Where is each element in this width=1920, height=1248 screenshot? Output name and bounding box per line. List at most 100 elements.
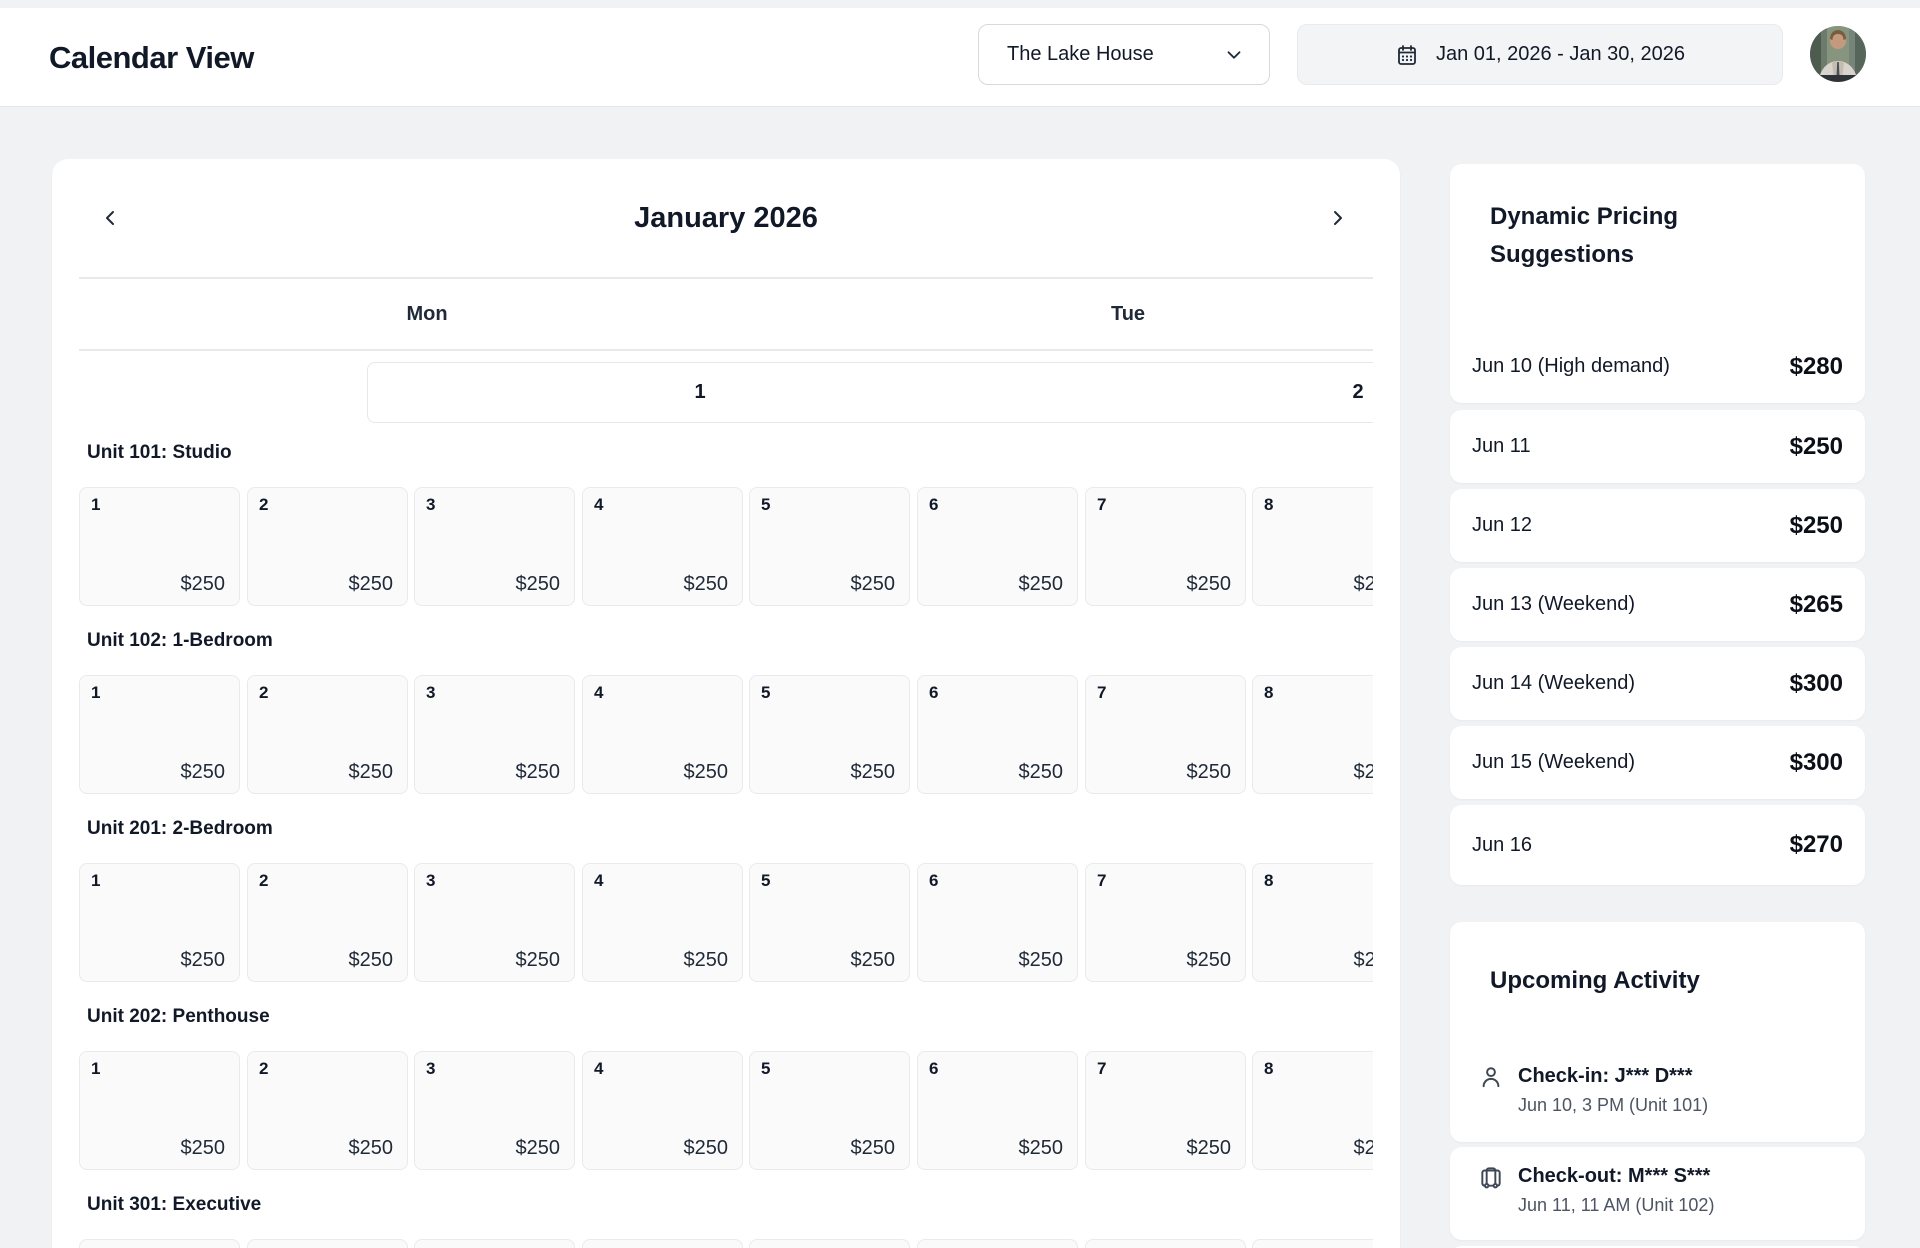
day-cell[interactable]: 2$250 — [247, 675, 408, 794]
day-cell[interactable]: 6$250 — [917, 675, 1078, 794]
day-cell-price: $250 — [515, 949, 561, 971]
pricing-panel-row-segment: Jun 15 (Weekend) $300 — [1450, 726, 1865, 799]
day-cell-price: $250 — [683, 1137, 729, 1159]
pricing-row-price: $280 — [1789, 352, 1843, 380]
pricing-row: Jun 15 (Weekend) $300 — [1450, 726, 1865, 799]
day-cell-number: 1 — [91, 871, 101, 890]
luggage-icon — [1478, 1164, 1504, 1190]
day-cell[interactable]: 1$250 — [79, 675, 240, 794]
day-cell-price: $250 — [683, 573, 729, 595]
day-cell[interactable]: 3$250 — [414, 863, 575, 982]
day-cell[interactable]: 3$250 — [414, 675, 575, 794]
day-cell-number: 4 — [594, 683, 604, 702]
pricing-row-label: Jun 11 — [1472, 435, 1531, 457]
day-cell[interactable]: 5$250 — [749, 1051, 910, 1170]
day-cell-price: $250 — [1018, 573, 1064, 595]
day-cell[interactable]: 6$250 — [917, 1239, 1078, 1248]
day-cell[interactable]: 7$250 — [1085, 1051, 1246, 1170]
calendar-month-bar: January 2026 — [79, 159, 1373, 277]
top-strip — [0, 0, 1920, 8]
day-cell[interactable]: 5$250 — [749, 487, 910, 606]
property-selector[interactable]: The Lake House — [978, 24, 1270, 85]
day-cell-price: $250 — [180, 949, 226, 971]
day-cell-number: 3 — [426, 495, 436, 514]
day-cell[interactable]: 4$250 — [582, 1239, 743, 1248]
day-cell[interactable]: 2$250 — [247, 1239, 408, 1248]
day-cell[interactable]: 7$250 — [1085, 675, 1246, 794]
day-cell-number: 8 — [1264, 683, 1274, 702]
pricing-row-label: Jun 16 — [1472, 833, 1533, 856]
day-cell[interactable]: 5 $250 — [749, 863, 910, 982]
day-cell-number: 7 — [1097, 1059, 1107, 1078]
day-cell-price: $250 — [348, 1137, 394, 1159]
day-cell[interactable]: 6$250 — [917, 1051, 1078, 1170]
activity-panel-item-segment — [1450, 1246, 1865, 1248]
day-cell-price: $250 — [180, 573, 226, 595]
unit-cells-row: 1 $250 2 $250 3 $250 4 $250 5 $250 6 $250 7 $250 8 $250 — [79, 1051, 1373, 1170]
prev-month-button[interactable] — [92, 200, 128, 236]
pricing-panel-row-segment: Jun 16 $270 — [1450, 805, 1865, 885]
unit-section: Unit 202: Penthouse 1 $250 2 $250 3 $250 4 $250 5… — [79, 1004, 1373, 1170]
pricing-row: Jun 11 $250 — [1450, 410, 1865, 483]
day-cell-price: $250 — [515, 761, 561, 783]
overflow-date-number: 1 — [694, 381, 706, 403]
day-cell[interactable]: 8$250 — [1252, 1051, 1373, 1170]
day-cell[interactable]: 1 $250 — [79, 863, 240, 982]
day-cell-number: 5 — [761, 683, 771, 702]
day-cell[interactable]: 2$250 — [247, 1051, 408, 1170]
activity-item-subtitle: Jun 10, 3 PM (Unit 101) — [1518, 1095, 1709, 1115]
avatar[interactable] — [1810, 26, 1866, 82]
day-cell-price: $250 — [850, 573, 896, 595]
unit-label: Unit 201: 2-Bedroom — [87, 818, 273, 839]
day-cell[interactable]: 8$250 — [1252, 1239, 1373, 1248]
day-cell-price: $250 — [850, 761, 896, 783]
day-cell-number: 4 — [594, 871, 604, 890]
day-cell[interactable]: 3 $250 — [414, 487, 575, 606]
day-cell[interactable]: 4$250 — [582, 675, 743, 794]
day-cell[interactable]: 8$250 — [1252, 675, 1373, 794]
day-cell[interactable]: 3$250 — [414, 1239, 575, 1248]
day-cell-price: $250 — [1018, 949, 1064, 971]
day-cell[interactable]: 4 $250 — [582, 1051, 743, 1170]
day-cell[interactable]: 2$250 — [247, 487, 408, 606]
chevron-left-icon — [106, 211, 114, 225]
day-cell[interactable]: 5$250 — [749, 1239, 910, 1248]
day-cell[interactable]: 5 $250 — [749, 675, 910, 794]
day-cell[interactable]: 8$250 — [1252, 863, 1373, 982]
day-cell-price: $250 — [515, 573, 561, 595]
next-month-button[interactable] — [1320, 200, 1356, 236]
date-range-picker[interactable]: Jan 01, 2026 - Jan 30, 2026 — [1297, 24, 1783, 85]
pricing-panel-row-segment: Jun 14 (Weekend) $300 — [1450, 647, 1865, 720]
day-cell[interactable]: 1$250 — [79, 1051, 240, 1170]
day-cell-price: $250 — [850, 949, 896, 971]
day-cell-price: $250 — [1186, 761, 1232, 783]
day-cell-price: $250 — [348, 573, 394, 595]
unit-label: Unit 102: 1-Bedroom — [87, 630, 273, 651]
pricing-row-price: $265 — [1789, 590, 1843, 618]
pricing-panel-header: Dynamic Pricing Suggestions Jun 10 (High … — [1450, 164, 1865, 403]
day-cell[interactable]: 3$250 — [414, 1051, 575, 1170]
day-cell[interactable]: 2$250 — [247, 863, 408, 982]
day-cell[interactable]: 6$250 — [917, 487, 1078, 606]
day-cell[interactable]: 7$250 — [1085, 863, 1246, 982]
day-cell[interactable]: 4$250 — [582, 487, 743, 606]
day-cell[interactable]: 1$250 — [79, 487, 240, 606]
pricing-panel-row-segment: Jun 12 $250 — [1450, 489, 1865, 562]
divider — [79, 349, 1373, 351]
day-cell[interactable]: 8$250 — [1252, 487, 1373, 606]
day-cell[interactable]: 4$250 — [582, 863, 743, 982]
day-cell-number: 5 — [761, 1059, 771, 1078]
day-cell[interactable]: 7$250 — [1085, 1239, 1246, 1248]
day-cell-number: 6 — [929, 683, 939, 702]
day-cell[interactable]: 1$250 — [79, 1239, 240, 1248]
day-cell-price: $250 — [1353, 1137, 1374, 1159]
day-cell-number: 5 — [761, 871, 771, 890]
day-cell-number: 1 — [91, 1059, 101, 1078]
day-cell[interactable]: 6$250 — [917, 863, 1078, 982]
day-cell-number: 4 — [594, 1059, 604, 1078]
chevron-down-icon — [1223, 44, 1245, 66]
day-cell[interactable]: 7$250 — [1085, 487, 1246, 606]
